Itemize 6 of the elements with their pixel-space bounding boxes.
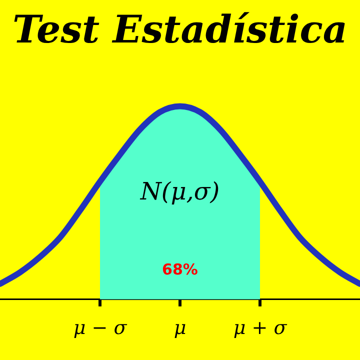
x-tick-label: μ − σ xyxy=(73,317,128,340)
chart-title: Test Estadística xyxy=(12,6,348,52)
annotation: N(μ,σ) xyxy=(139,177,220,206)
x-tick-label: μ + σ xyxy=(233,317,288,340)
x-tick-label: μ xyxy=(174,317,186,340)
annotation: 68% xyxy=(162,260,198,278)
